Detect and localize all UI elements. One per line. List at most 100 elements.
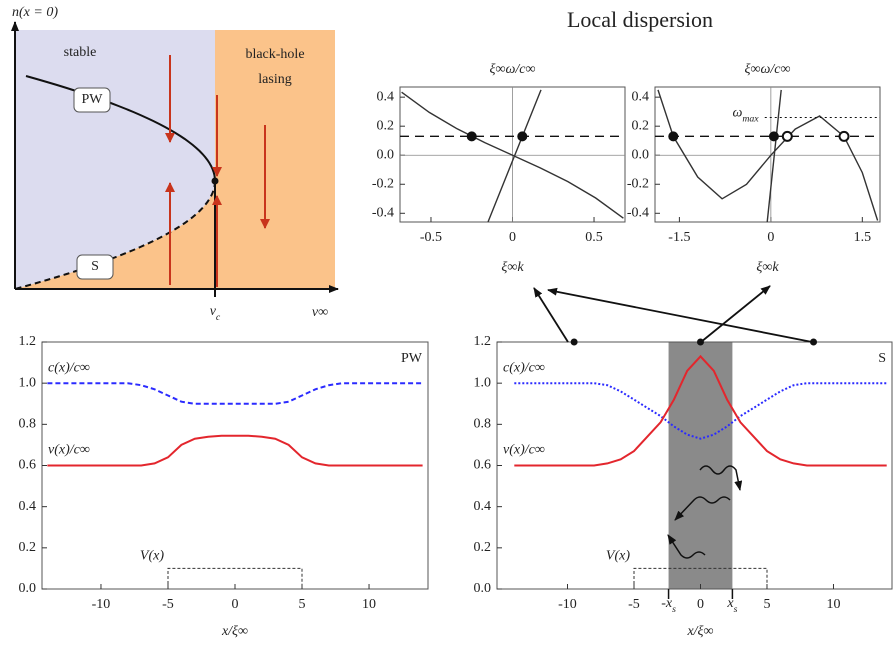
omega-max-label: ωmax [732, 106, 759, 125]
y-tick-label: -0.2 [627, 176, 649, 191]
x-tick-label: 10 [362, 597, 376, 612]
y-tick-label: 0.2 [474, 540, 492, 555]
omega-max-label-sub: max [742, 113, 759, 124]
panel-tag: S [878, 351, 886, 366]
x-tick-label: 0 [697, 597, 704, 612]
x-tick-label: 0.5 [585, 230, 603, 245]
x-tick-label-sub: c [216, 312, 221, 323]
root-point [768, 131, 779, 142]
profile-curve [514, 354, 887, 467]
y-tick-label: 0.0 [19, 581, 37, 596]
profile-curve [47, 434, 423, 467]
potential-label: V(x) [140, 549, 164, 564]
potential-label: V(x) [606, 549, 630, 564]
branch-tag-box [76, 254, 114, 280]
root-point [466, 131, 477, 142]
x-tick-label-base: v [210, 304, 217, 319]
radiation-wiggle [699, 465, 743, 491]
y-axis-label: n(x = 0) [12, 5, 58, 20]
dispersion-branch [657, 89, 879, 221]
dispersion-branch [766, 89, 782, 223]
y-tick-label: 0.4 [632, 89, 650, 104]
panel-tag: PW [401, 351, 423, 366]
root-point [517, 131, 528, 142]
series-label: v(x)/c∞ [503, 443, 545, 458]
branch-tag-box [73, 87, 111, 113]
open-root-point [838, 130, 850, 142]
omega-max-label-base: ω [732, 106, 742, 121]
panel-title: ξ∞ω/c∞ [490, 62, 536, 77]
dispersion-branch [401, 91, 624, 219]
x-tick-label: -10 [92, 597, 111, 612]
band-edge-label: xs [726, 596, 737, 615]
band-edge-label-sub: s [672, 604, 676, 615]
potential-well [167, 567, 303, 589]
branch-tag: S [91, 259, 99, 274]
x-tick-label: 10 [826, 597, 840, 612]
x-tick-label: -5 [162, 597, 174, 612]
panel-title: ξ∞ω/c∞ [745, 62, 791, 77]
x-tick-label: -0.5 [420, 230, 442, 245]
y-tick-label: 0.6 [19, 458, 37, 473]
y-tick-label: 0.6 [474, 458, 492, 473]
y-tick-label: 0.4 [19, 499, 37, 514]
x-tick-label: 1.5 [854, 230, 872, 245]
x-tick-label: vc [210, 304, 221, 323]
link-arrow [533, 287, 569, 343]
y-tick-label: 0.0 [632, 147, 650, 162]
profile-curve [514, 382, 887, 440]
y-tick-label: 0.0 [377, 147, 395, 162]
root-point [668, 131, 679, 142]
y-tick-label: 1.0 [19, 375, 37, 390]
y-tick-label: 0.2 [377, 118, 395, 133]
y-tick-label: 1.2 [19, 334, 37, 349]
branch-tag: PW [82, 92, 104, 107]
series-label: c(x)/c∞ [48, 360, 90, 375]
y-tick-label: 0.8 [19, 417, 37, 432]
x-tick-label: -5 [628, 597, 640, 612]
probe-point [810, 338, 818, 346]
x-axis-label: v∞ [312, 305, 328, 320]
probe-point [570, 338, 578, 346]
y-tick-label: 0.4 [474, 499, 492, 514]
header-title: Local dispersion [567, 7, 713, 32]
x-axis-label: x/ξ∞ [686, 624, 713, 639]
radiation-wiggle [674, 496, 731, 521]
y-tick-label: 1.0 [474, 375, 492, 390]
x-tick-label: -10 [558, 597, 577, 612]
horizon-band [668, 342, 733, 589]
link-arrow [547, 287, 813, 343]
link-arrows [533, 285, 813, 343]
x-tick-label: 0 [509, 230, 516, 245]
y-tick-label: -0.4 [372, 206, 394, 221]
region-label: black-hole [245, 47, 304, 62]
region-label: stable [64, 45, 97, 60]
open-root-point [781, 130, 793, 142]
x-tick-label: -1.5 [668, 230, 690, 245]
plot-frame [654, 86, 881, 223]
series-label: c(x)/c∞ [503, 360, 545, 375]
y-tick-label: 0.8 [474, 417, 492, 432]
critical-point [211, 177, 219, 185]
y-tick-label: 0.0 [474, 581, 492, 596]
x-axis-label: ξ∞k [756, 260, 779, 275]
band-edge-label-base: -x [661, 596, 673, 611]
series-label: v(x)/c∞ [48, 443, 90, 458]
radiation-wiggle [667, 534, 706, 559]
region-stable [15, 30, 215, 289]
x-tick-label: 5 [299, 597, 306, 612]
y-tick-label: -0.4 [627, 206, 649, 221]
potential-well [633, 567, 768, 589]
x-tick-label: 5 [763, 597, 770, 612]
x-axis-label: x/ξ∞ [221, 624, 248, 639]
y-tick-label: 0.4 [377, 89, 395, 104]
region-label: lasing [258, 72, 291, 87]
band-edge-label-sub: s [734, 604, 738, 615]
branch-s [14, 180, 216, 290]
band-edge-label-base: x [726, 596, 734, 611]
y-tick-label: 0.2 [632, 118, 650, 133]
link-arrow [700, 285, 771, 343]
y-tick-label: 0.2 [19, 540, 37, 555]
y-tick-label: 1.2 [474, 334, 492, 349]
x-tick-label: 0 [232, 597, 239, 612]
